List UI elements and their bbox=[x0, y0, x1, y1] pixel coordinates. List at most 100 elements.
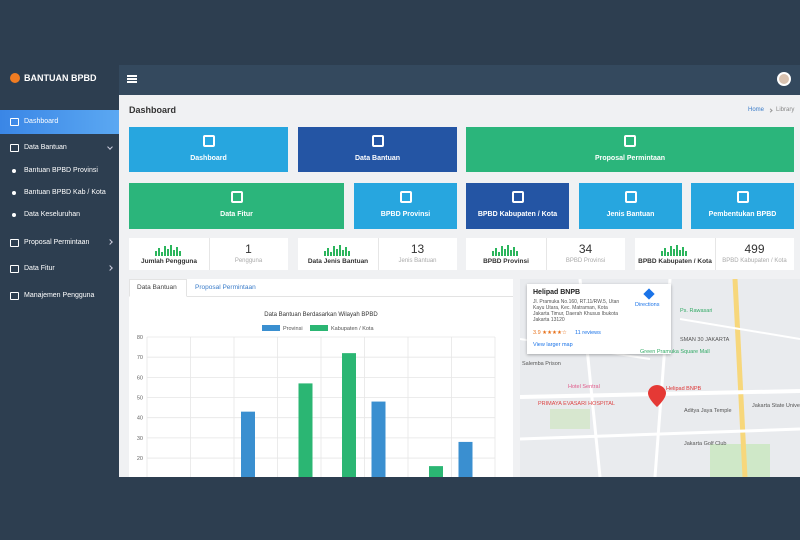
stat-icon-bar bbox=[161, 252, 163, 256]
stat-unit: BPBD Kabupaten / Kota bbox=[722, 258, 787, 264]
y-tick-label: 50 bbox=[137, 396, 143, 402]
stat-icon-bar bbox=[667, 252, 669, 256]
menu-icon bbox=[10, 292, 19, 300]
stat-icon-bar bbox=[167, 249, 169, 256]
menu-chevron bbox=[107, 265, 113, 271]
tab[interactable]: Data Bantuan bbox=[137, 284, 177, 291]
stat-icon-bar bbox=[155, 251, 157, 256]
map[interactable]: Helipad BNPB Jl. Pramuka No.160, RT.11/R… bbox=[520, 279, 800, 477]
stat-icon-bar bbox=[685, 251, 687, 256]
stat-icon-bar bbox=[661, 251, 663, 256]
tile-label: Pembentukan BPBD bbox=[708, 211, 777, 218]
legend-label: Kabupaten / Kota bbox=[331, 326, 374, 332]
tile-icon bbox=[624, 191, 637, 203]
stat-value: 1 bbox=[245, 242, 252, 256]
tile-icon bbox=[624, 134, 636, 147]
tile[interactable]: Dashboard bbox=[129, 127, 288, 172]
menu-icon bbox=[10, 144, 19, 152]
larger-map-link[interactable]: View larger map bbox=[533, 342, 573, 348]
tile[interactable]: Data Bantuan bbox=[298, 127, 457, 172]
stat-icon-bar bbox=[158, 248, 160, 256]
stat-icon-bar bbox=[498, 252, 500, 256]
stat-icon-bar bbox=[176, 247, 178, 256]
map-label: Salemba Prison bbox=[522, 361, 561, 367]
breadcrumb-current: Library bbox=[776, 107, 795, 113]
submenu-item[interactable]: Data Keseluruhan bbox=[24, 211, 81, 218]
tile-label: BPBD Provinsi bbox=[380, 211, 431, 218]
park bbox=[710, 444, 770, 477]
menu-icon bbox=[10, 265, 19, 273]
stat-icon-bar bbox=[327, 248, 329, 256]
chart-panel: Data Bantuan Berdasarkan Wilayah BPBD Pro… bbox=[129, 279, 513, 477]
topbar bbox=[119, 65, 800, 95]
menu-toggle[interactable] bbox=[127, 75, 137, 83]
directions-icon[interactable] bbox=[643, 288, 655, 300]
menu-chevron bbox=[107, 239, 113, 245]
tile-label: Data Fitur bbox=[220, 211, 253, 218]
tile-label: BPBD Kabupaten / Kota bbox=[477, 211, 558, 218]
stat-unit: Jenis Bantuan bbox=[398, 258, 437, 264]
stat-icon-bar bbox=[330, 252, 332, 256]
stat-value: 499 bbox=[744, 242, 765, 256]
bar bbox=[371, 401, 386, 477]
rating: 3.9 ★★★★☆ bbox=[533, 330, 567, 336]
stat-label: Data Jenis Bantuan bbox=[307, 258, 369, 265]
breadcrumb-home[interactable]: Home bbox=[748, 107, 765, 113]
stat-card: Data Jenis Bantuan 13 Jenis Bantuan bbox=[298, 238, 457, 270]
bar-chart: Data Bantuan Berdasarkan Wilayah BPBD Pro… bbox=[137, 312, 496, 477]
map-label: SMAN 30 JAKARTA bbox=[680, 337, 730, 343]
stat-icon-bar bbox=[504, 249, 506, 256]
tile[interactable]: Jenis Bantuan bbox=[579, 183, 682, 229]
submenu-item[interactable]: Bantuan BPBD Provinsi bbox=[24, 167, 98, 174]
legend-swatch bbox=[310, 325, 328, 331]
menu-item[interactable]: Proposal Permintaan bbox=[24, 239, 90, 246]
stat-icon-bar bbox=[336, 249, 338, 256]
info-card: Helipad BNPB Jl. Pramuka No.160, RT.11/R… bbox=[527, 284, 671, 354]
stat-icon-bar bbox=[516, 251, 518, 256]
stat-icon-bar bbox=[324, 251, 326, 256]
submenu-item[interactable]: Bantuan BPBD Kab / Kota bbox=[24, 189, 106, 196]
map-label: Helipad BNPB bbox=[666, 386, 702, 392]
stat-icon-bar bbox=[164, 246, 166, 256]
stat-icon-bar bbox=[339, 245, 341, 256]
logo bbox=[10, 73, 20, 83]
stat-card: BPBD Provinsi 34 BPBD Provinsi bbox=[466, 238, 625, 270]
tile[interactable]: BPBD Provinsi bbox=[354, 183, 457, 229]
stat-divider bbox=[378, 238, 379, 270]
tile-icon bbox=[736, 191, 749, 203]
tile-label: Jenis Bantuan bbox=[606, 211, 655, 218]
bar bbox=[342, 353, 356, 477]
menu-icon bbox=[10, 118, 19, 126]
y-tick-label: 80 bbox=[137, 335, 143, 341]
stat-value: 34 bbox=[578, 242, 593, 256]
tile[interactable]: Data Fitur bbox=[129, 183, 344, 229]
stat-icon-bar bbox=[670, 246, 672, 256]
tile-icon bbox=[371, 134, 384, 147]
stat-icon-bar bbox=[664, 248, 666, 256]
road-major bbox=[732, 279, 748, 477]
avatar[interactable] bbox=[777, 72, 791, 86]
stat-icon-bar bbox=[345, 247, 347, 256]
y-tick-label: 30 bbox=[137, 436, 143, 442]
map-pin[interactable] bbox=[648, 385, 666, 407]
bar bbox=[429, 466, 443, 477]
map-label: Ps. Rawasari bbox=[680, 308, 713, 314]
menu-item[interactable]: Manajemen Pengguna bbox=[24, 292, 95, 299]
road bbox=[520, 427, 800, 441]
tile-icon bbox=[399, 191, 412, 203]
stat-card: BPBD Kabupaten / Kota 499 BPBD Kabupaten /… bbox=[635, 238, 794, 270]
menu-item[interactable]: Data Fitur bbox=[24, 265, 55, 272]
stat-icon-bar bbox=[173, 250, 175, 256]
tile[interactable]: BPBD Kabupaten / Kota bbox=[466, 183, 569, 229]
tile[interactable]: Proposal Permintaan bbox=[466, 127, 794, 172]
page-title: Dashboard bbox=[129, 105, 177, 115]
menu-item[interactable]: Data Bantuan bbox=[24, 144, 67, 151]
tab[interactable]: Proposal Permintaan bbox=[195, 284, 256, 291]
menu-item[interactable]: Dashboard bbox=[24, 118, 59, 125]
tile-label: Dashboard bbox=[190, 154, 227, 162]
stat-icon-bar bbox=[348, 251, 350, 256]
directions-link[interactable]: Directions bbox=[635, 302, 660, 308]
reviews[interactable]: 11 reviews bbox=[575, 330, 601, 336]
tile[interactable]: Pembentukan BPBD bbox=[691, 183, 794, 229]
